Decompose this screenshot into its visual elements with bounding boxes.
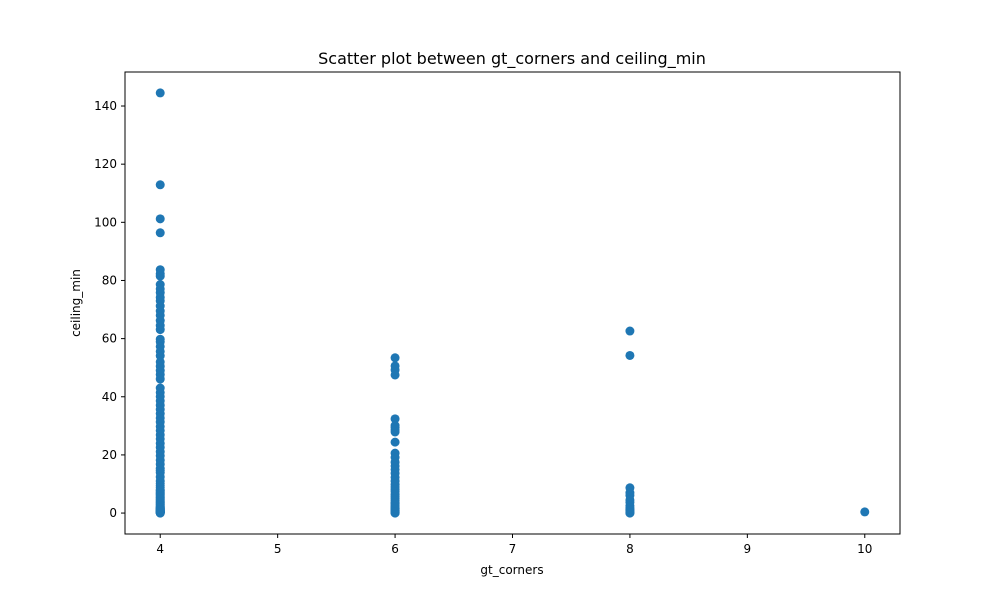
x-tick-label: 4 bbox=[156, 542, 164, 556]
scatter-point bbox=[155, 325, 165, 335]
x-tick-label: 6 bbox=[391, 542, 399, 556]
scatter-point bbox=[390, 353, 400, 363]
scatter-point bbox=[155, 271, 165, 281]
scatter-point bbox=[860, 507, 870, 517]
y-tick-label: 100 bbox=[94, 215, 117, 229]
plot-area-frame bbox=[124, 71, 901, 535]
scatter-point bbox=[155, 228, 165, 238]
y-axis-label: ceiling_min bbox=[69, 269, 83, 337]
scatter-point bbox=[155, 374, 165, 384]
x-axis-ticks: 4 5 6 7 8 9 10 bbox=[156, 534, 872, 556]
x-tick-label: 10 bbox=[857, 542, 872, 556]
y-tick-label: 0 bbox=[109, 506, 117, 520]
y-tick-label: 60 bbox=[102, 332, 117, 346]
scatter-point bbox=[390, 427, 400, 437]
scatter-point bbox=[155, 486, 165, 496]
scatter-point bbox=[155, 505, 165, 515]
scatter-point bbox=[155, 180, 165, 190]
scatter-point bbox=[625, 350, 635, 360]
scatter-point bbox=[390, 498, 400, 508]
y-axis-ticks: 0 20 40 60 80 100 120 140 bbox=[94, 99, 125, 520]
data-points bbox=[155, 88, 870, 518]
x-tick-label: 9 bbox=[744, 542, 752, 556]
x-tick-label: 7 bbox=[509, 542, 517, 556]
scatter-point bbox=[390, 370, 400, 380]
y-tick-label: 140 bbox=[94, 99, 117, 113]
x-tick-label: 5 bbox=[274, 542, 282, 556]
scatter-point bbox=[625, 508, 635, 518]
scatter-point bbox=[390, 414, 400, 424]
y-tick-label: 120 bbox=[94, 157, 117, 171]
y-tick-label: 20 bbox=[102, 448, 117, 462]
scatter-point bbox=[155, 88, 165, 98]
chart-title: Scatter plot between gt_corners and ceil… bbox=[318, 49, 706, 69]
x-axis-label: gt_corners bbox=[480, 563, 543, 577]
y-tick-label: 40 bbox=[102, 390, 117, 404]
y-tick-label: 80 bbox=[102, 273, 117, 287]
x-tick-label: 8 bbox=[626, 542, 634, 556]
scatter-point bbox=[390, 437, 400, 447]
scatter-point bbox=[625, 326, 635, 336]
scatter-point bbox=[155, 214, 165, 224]
